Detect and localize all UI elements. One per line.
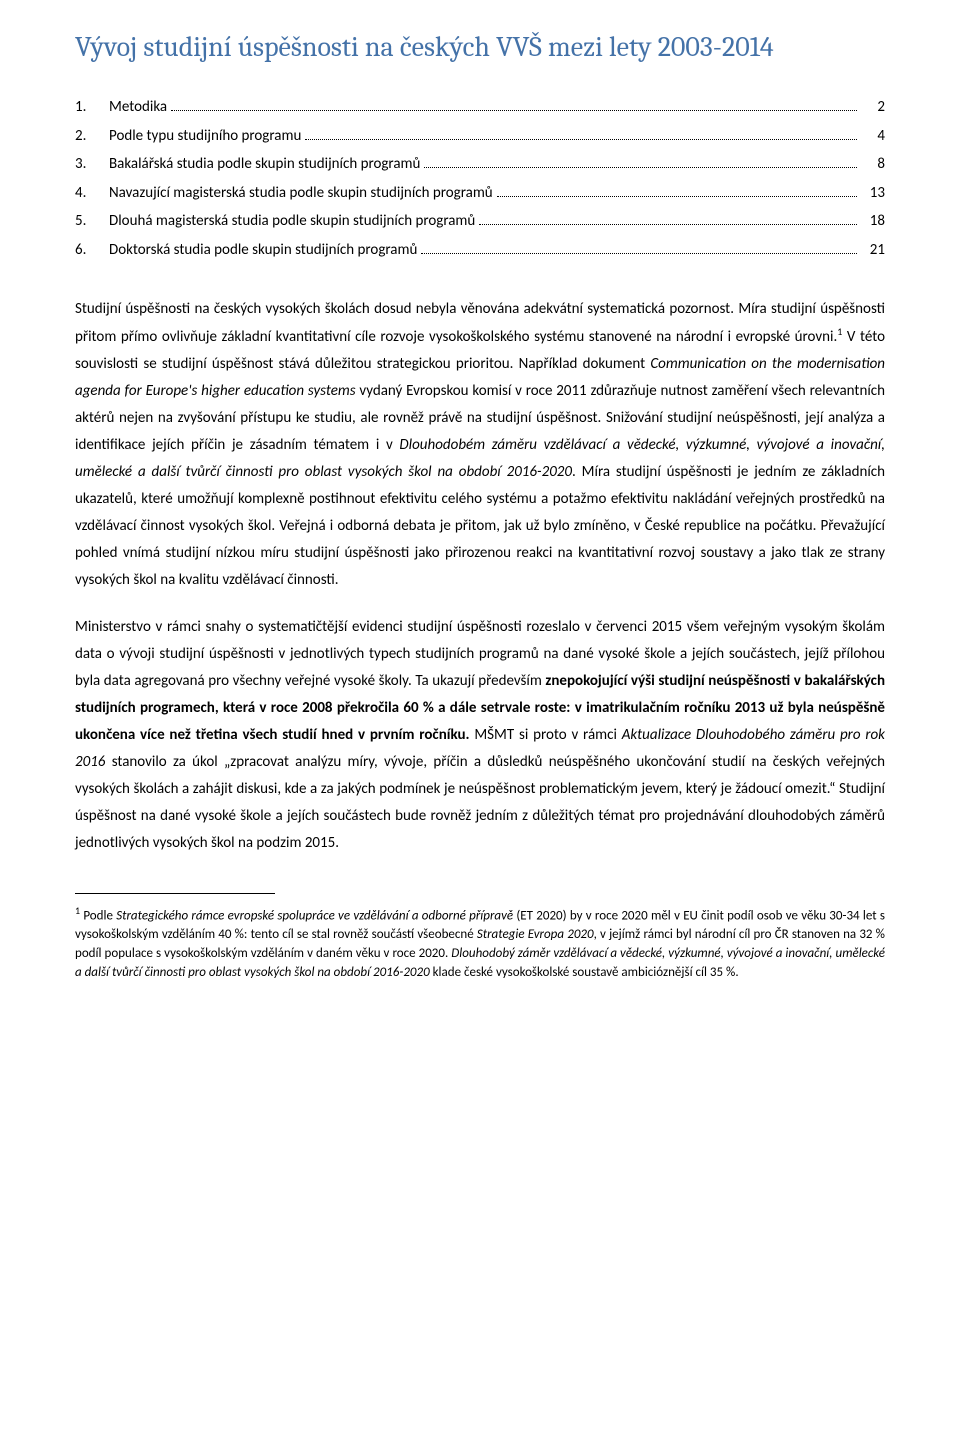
body-paragraph-1: Studijní úspěšnosti na českých vysokých … xyxy=(75,296,885,594)
toc-page: 4 xyxy=(861,122,885,151)
text-run: stanovilo za úkol „zpracovat analýzu mír… xyxy=(75,753,885,852)
toc-dots xyxy=(479,212,857,226)
text-run: Podle xyxy=(80,908,116,923)
toc-page: 21 xyxy=(861,236,885,265)
toc-item[interactable]: 3. Bakalářská studia podle skupin studij… xyxy=(75,150,885,179)
document-page: Vývoj studijní úspěšnosti na českých VVŠ… xyxy=(0,0,960,1447)
page-title: Vývoj studijní úspěšnosti na českých VVŠ… xyxy=(75,30,885,65)
footnote-1: 1 Podle Strategického rámce evropské spo… xyxy=(75,904,885,983)
toc-label: Bakalářská studia podle skupin studijníc… xyxy=(109,150,420,179)
toc-num: 6. xyxy=(75,236,109,265)
toc-item[interactable]: 2. Podle typu studijního programu 4 xyxy=(75,122,885,151)
toc-dots xyxy=(421,240,857,254)
toc-dots xyxy=(305,126,857,140)
toc-num: 5. xyxy=(75,207,109,236)
toc-label: Navazující magisterská studia podle skup… xyxy=(109,179,493,208)
toc-num: 4. xyxy=(75,179,109,208)
toc-item[interactable]: 1. Metodika 2 xyxy=(75,93,885,122)
toc-page: 8 xyxy=(861,150,885,179)
toc-label: Podle typu studijního programu xyxy=(109,122,301,151)
text-run: Studijní úspěšnosti na českých vysokých … xyxy=(75,300,885,346)
toc-item[interactable]: 5. Dlouhá magisterská studia podle skupi… xyxy=(75,207,885,236)
toc-num: 1. xyxy=(75,93,109,122)
toc-label: Dlouhá magisterská studia podle skupin s… xyxy=(109,207,475,236)
text-italic: Strategie Evropa 2020 xyxy=(477,927,594,942)
toc-label: Doktorská studia podle skupin studijních… xyxy=(109,236,417,265)
text-run: MŠMT si proto v rámci xyxy=(470,726,622,744)
body-paragraph-2: Ministerstvo v rámci snahy o systematičt… xyxy=(75,614,885,857)
toc-dots xyxy=(497,183,857,197)
toc-page: 18 xyxy=(861,207,885,236)
text-italic: Strategického rámce evropské spolupráce … xyxy=(116,908,513,923)
toc-num: 3. xyxy=(75,150,109,179)
toc-page: 13 xyxy=(861,179,885,208)
toc-item[interactable]: 4. Navazující magisterská studia podle s… xyxy=(75,179,885,208)
table-of-contents: 1. Metodika 2 2. Podle typu studijního p… xyxy=(75,93,885,264)
toc-dots xyxy=(424,155,857,169)
text-run: . Míra studijní úspěšnosti je jedním ze … xyxy=(75,463,885,589)
toc-item[interactable]: 6. Doktorská studia podle skupin studijn… xyxy=(75,236,885,265)
toc-page: 2 xyxy=(861,93,885,122)
toc-dots xyxy=(171,98,857,112)
footnote-separator xyxy=(75,893,275,894)
text-run: klade české vysokoškolské soustavě ambic… xyxy=(430,965,739,980)
toc-num: 2. xyxy=(75,122,109,151)
toc-label: Metodika xyxy=(109,93,167,122)
